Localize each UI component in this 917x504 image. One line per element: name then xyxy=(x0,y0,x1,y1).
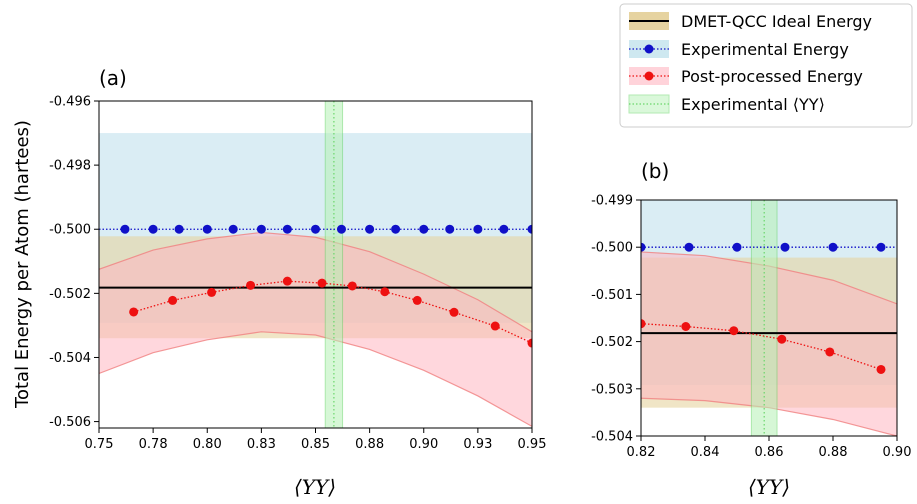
panel-b-experimental-point xyxy=(876,242,886,252)
panel-a-experimental-point xyxy=(527,224,532,234)
panel-a-postprocessed-point xyxy=(282,276,292,286)
panel-a-xtick-label: 0.83 xyxy=(247,437,276,452)
panel-a-ticks: 0.75 0.78 0.80 0.83 0.85 0.88 0.90 0.93 0.95 -0.5… xyxy=(49,95,546,453)
legend-yy-band xyxy=(628,94,670,114)
panel-a-experimental-point xyxy=(365,224,375,234)
panel-b-experimental-point xyxy=(780,242,790,252)
panel-b-ytick-label: -0.504 xyxy=(591,430,633,445)
panel-a-postprocessed-point xyxy=(129,307,139,317)
panel-b-ytick-label: -0.503 xyxy=(591,382,633,397)
panel-a-postprocessed-band xyxy=(99,232,532,427)
panel-b-postprocessed-point xyxy=(876,364,886,374)
panel-a-ytick-label: -0.498 xyxy=(49,159,91,174)
panel-a-xtick-label: 0.88 xyxy=(355,437,384,452)
panel-b-postprocessed-point xyxy=(641,319,646,329)
panel-a-xlabel: ⟨YY⟩ xyxy=(294,475,336,499)
panel-a-experimental-point xyxy=(311,224,320,234)
panel-b-postprocessed-point xyxy=(777,334,787,344)
legend: DMET-QCC Ideal Energy Experimental Energ… xyxy=(619,3,913,128)
panel-b-xtick-label: 0.84 xyxy=(691,445,720,460)
panel-a-ytick-label: -0.506 xyxy=(49,415,91,430)
panel-b-ytick-label: -0.501 xyxy=(591,288,633,303)
panel-a-experimental-point xyxy=(228,224,238,234)
legend-postprocessed-marker xyxy=(644,71,654,81)
legend-yy-label: Experimental ⟨YY⟩ xyxy=(681,95,825,114)
panel-a-experimental-point xyxy=(499,224,509,234)
panel-a-experimental-point xyxy=(174,224,184,234)
panel-a-postprocessed-point xyxy=(246,280,256,290)
panel-a-ytick-label: -0.496 xyxy=(49,95,91,110)
legend-item-postprocessed: Post-processed Energy xyxy=(629,67,863,86)
panel-a-experimental-point xyxy=(336,224,346,234)
panel-a-postprocessed-point xyxy=(412,295,422,305)
panel-b-ytick-label: -0.500 xyxy=(591,241,633,256)
panel-a-ytick-label: -0.502 xyxy=(49,287,91,302)
legend-experimental-label: Experimental Energy xyxy=(681,40,849,59)
y-axis-label: Total Energy per Atom (hartees) xyxy=(12,120,33,409)
panel-a-postprocessed-point xyxy=(527,338,532,348)
panel-b-ytick-label: -0.502 xyxy=(591,335,633,350)
panel-a-yy-band xyxy=(324,101,344,428)
panel-b-postprocessed-line xyxy=(641,323,882,371)
panel-a-experimental-point xyxy=(445,224,455,234)
panel-a-postprocessed-point xyxy=(207,287,217,297)
panel-a-postprocessed-point xyxy=(490,321,500,331)
panel-a-experimental-point xyxy=(256,224,266,234)
panel-a-postprocessed-point xyxy=(317,278,327,288)
panel-a-ytick-label: -0.500 xyxy=(49,223,91,238)
panel-b-postprocessed-point xyxy=(825,347,835,357)
panel-b-xtick-label: 0.82 xyxy=(627,445,656,460)
panel-a-xtick-label: 0.85 xyxy=(301,437,330,452)
panel-a-experimental-point xyxy=(419,224,429,234)
panel-a-postprocessed-point xyxy=(347,281,357,291)
panel-a: 0.75 0.78 0.80 0.83 0.85 0.88 0.90 0.93 0.95 -0.5… xyxy=(12,66,546,499)
panel-a-experimental-point xyxy=(202,224,212,234)
panel-a-experimental-point xyxy=(391,224,401,234)
legend-postprocessed-label: Post-processed Energy xyxy=(681,67,863,86)
panel-b-experimental-point xyxy=(828,242,838,252)
panel-b: 0.82 0.84 0.86 0.88 0.90 -0.504 -0.503 -0.502 -0… xyxy=(591,159,911,499)
panel-a-series xyxy=(99,224,532,348)
panel-a-postprocessed-point xyxy=(168,295,178,305)
panel-b-label: (b) xyxy=(641,159,669,183)
panel-a-experimental-point xyxy=(473,224,483,234)
legend-frame xyxy=(619,3,913,128)
panel-a-bands xyxy=(99,101,532,428)
panel-a-xtick-label: 0.95 xyxy=(518,437,547,452)
panel-a-xtick-label: 0.75 xyxy=(85,437,114,452)
panel-b-experimental-point xyxy=(684,242,694,252)
panel-a-label: (a) xyxy=(99,66,127,90)
panel-b-postprocessed-point xyxy=(681,321,691,331)
legend-ideal-label: DMET-QCC Ideal Energy xyxy=(681,12,872,31)
panel-b-experimental-point xyxy=(641,242,646,252)
panel-b-xtick-label: 0.88 xyxy=(819,445,848,460)
panel-b-xtick-label: 0.90 xyxy=(883,445,912,460)
panel-a-postprocessed-band-upper xyxy=(99,231,532,333)
panel-b-xlabel: ⟨YY⟩ xyxy=(748,475,790,499)
panel-a-xtick-label: 0.78 xyxy=(139,437,168,452)
panel-a-xtick-label: 0.80 xyxy=(193,437,222,452)
panel-b-postprocessed-point xyxy=(729,326,739,336)
panel-a-postprocessed-point xyxy=(449,307,459,317)
panel-b-bands xyxy=(641,200,897,436)
legend-item-experimental: Experimental Energy xyxy=(629,40,849,59)
panel-a-postprocessed-line xyxy=(133,280,532,344)
panel-a-postprocessed-point xyxy=(380,287,390,297)
panel-a-ytick-label: -0.504 xyxy=(49,351,91,366)
panel-b-series xyxy=(641,242,897,374)
panel-a-xtick-label: 0.93 xyxy=(463,437,492,452)
panel-a-postprocessed-band-lower xyxy=(99,331,532,427)
panel-a-experimental-point xyxy=(282,224,292,234)
panel-b-experimental-point xyxy=(732,242,742,252)
legend-item-ideal: DMET-QCC Ideal Energy xyxy=(629,12,872,31)
panel-a-experimental-point xyxy=(148,224,158,234)
panel-a-experimental-point xyxy=(120,224,130,234)
legend-item-yy: Experimental ⟨YY⟩ xyxy=(628,94,825,114)
panel-b-ytick-label: -0.499 xyxy=(591,194,633,209)
panel-b-ticks: 0.82 0.84 0.86 0.88 0.90 -0.504 -0.503 -0.502 -0… xyxy=(591,194,911,461)
panel-b-xtick-label: 0.86 xyxy=(755,445,784,460)
legend-experimental-marker xyxy=(644,44,654,54)
panel-a-xtick-label: 0.90 xyxy=(409,437,438,452)
